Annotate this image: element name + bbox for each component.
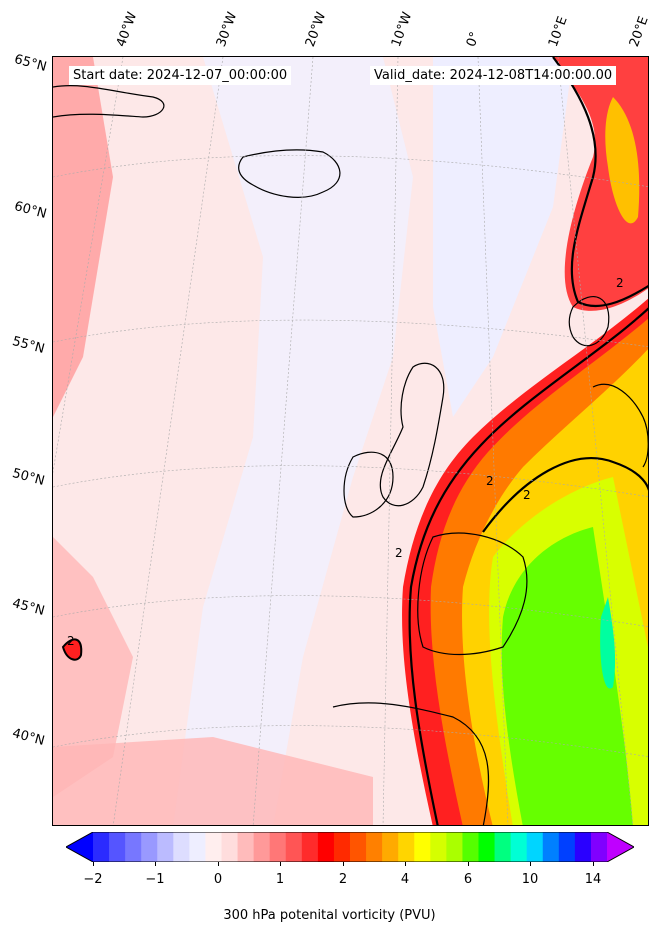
- valid-date-label: Valid_date: 2024-12-08T14:00:00.00: [370, 66, 617, 85]
- colorbar-swatch: [221, 832, 239, 862]
- pv2-contour-trough: [482, 457, 648, 533]
- norway-coastline: [568, 296, 610, 347]
- france-coastline: [417, 532, 528, 656]
- gridline-lon-30w: [112, 57, 224, 825]
- greenland-coastline: [53, 85, 165, 118]
- lat-label-50n: 50°N: [10, 466, 47, 489]
- lat-label-65n: 65°N: [12, 52, 49, 75]
- pv2-contour-main: [408, 307, 648, 825]
- colorbar-extend-max: [607, 832, 634, 862]
- colorbar-tickmark: [155, 862, 156, 866]
- colorbar-swatch: [542, 832, 560, 862]
- lon-label-30w: 30°W: [213, 10, 241, 49]
- colorbar-swatch: [93, 832, 110, 862]
- colorbar-swatch: [333, 832, 351, 862]
- intrusion-core: [501, 527, 633, 825]
- contour-label: 2: [523, 488, 531, 502]
- colorbar-tickmark: [593, 862, 594, 866]
- colorbar: [64, 831, 636, 863]
- lat-label-45n: 45°N: [10, 596, 47, 619]
- high-pv-south: [53, 737, 373, 825]
- colorbar-tickmark: [343, 862, 344, 866]
- colorbar-swatch: [398, 832, 415, 862]
- colorbar-swatch: [109, 832, 126, 862]
- colorbar-tick-label: 1: [275, 872, 285, 887]
- high-pv-northeast-core: [605, 97, 640, 224]
- colorbar-swatch: [189, 832, 206, 862]
- colorbar-swatch: [574, 832, 592, 862]
- colorbar-swatch: [446, 832, 463, 862]
- colorbar-swatch: [494, 832, 512, 862]
- colorbar-swatch: [478, 832, 496, 862]
- lat-label-40n: 40°N: [10, 726, 47, 749]
- colorbar-tickmark: [93, 862, 94, 866]
- contour-label: 2: [67, 634, 75, 648]
- colorbar-tickmark: [530, 862, 531, 866]
- colorbar-swatch: [462, 832, 479, 862]
- colorbar-tick-label: 2: [338, 872, 348, 887]
- colorbar-label: 300 hPa potenital vorticity (PVU): [223, 908, 436, 923]
- contour-label: 2: [395, 546, 403, 560]
- colorbar-swatch: [526, 832, 544, 862]
- high-pv-west: [53, 57, 113, 417]
- contour-label: 2: [486, 474, 494, 488]
- gridline-lon-10w: [382, 57, 399, 825]
- colorbar-tick-label: −1: [145, 872, 165, 887]
- iberia-coastline: [332, 702, 490, 825]
- colorbar-swatch: [558, 832, 576, 862]
- iceland-coastline: [238, 149, 341, 198]
- colorbar-tick-label: 6: [463, 872, 473, 887]
- colorbar-tick-label: 10: [521, 872, 539, 887]
- colorbar-swatch: [253, 832, 271, 862]
- colorbar-swatch: [125, 832, 142, 862]
- high-pv-southwest: [53, 537, 133, 797]
- colorbar-swatch: [173, 832, 190, 862]
- gridline-lon-20w: [252, 57, 314, 825]
- scandinavia-coastline: [592, 383, 648, 468]
- colorbar-swatch: [285, 832, 303, 862]
- colorbar-swatch: [317, 832, 335, 862]
- gridline-lon-0: [477, 57, 509, 825]
- colorbar-extend-min: [66, 832, 93, 862]
- colorbar-swatches: [64, 831, 636, 863]
- colorbar-tickmark: [218, 862, 219, 866]
- map-area: 2 2 2 2 2: [52, 56, 649, 826]
- colorbar-swatch: [366, 832, 383, 862]
- lon-label-40w: 40°W: [113, 10, 141, 49]
- lon-label-10e: 10°E: [545, 14, 571, 50]
- pv2-contour-west-blob: [61, 638, 83, 661]
- gridline-lon-10e: [557, 57, 634, 825]
- lat-label-55n: 55°N: [10, 334, 47, 357]
- colorbar-swatch: [301, 832, 319, 862]
- colorbar-tick-label: −2: [83, 872, 103, 887]
- ireland-coastline: [343, 451, 394, 518]
- colorbar-swatch: [430, 832, 447, 862]
- colorbar-swatch: [141, 832, 158, 862]
- great-britain-coastline: [379, 362, 445, 507]
- start-date-label: Start date: 2024-12-07_00:00:00: [69, 66, 292, 85]
- low-pv-region: [173, 57, 413, 825]
- colorbar-swatch: [237, 832, 255, 862]
- colorbar-swatch: [510, 832, 528, 862]
- lon-label-0: 0°: [463, 29, 484, 49]
- colorbar-swatch: [350, 832, 367, 862]
- colorbar-swatch: [205, 832, 222, 862]
- colorbar-swatch: [414, 832, 431, 862]
- lat-label-60n: 60°N: [12, 199, 49, 222]
- colorbar-tickmark: [280, 862, 281, 866]
- colorbar-swatch: [269, 832, 287, 862]
- colorbar-tick-label: 14: [584, 872, 602, 887]
- colorbar-tick-label: 4: [400, 872, 410, 887]
- lon-label-20w: 20°W: [302, 10, 330, 49]
- lon-label-20e: 20°E: [626, 14, 652, 50]
- colorbar-swatch: [590, 832, 608, 862]
- colorbar-swatch: [157, 832, 174, 862]
- colorbar-swatch: [382, 832, 399, 862]
- lon-label-10w: 10°W: [388, 10, 416, 49]
- pv-field-map: 2 2 2 2 2: [53, 57, 648, 825]
- colorbar-tickmark: [468, 862, 469, 866]
- colorbar-tickmark: [405, 862, 406, 866]
- contour-label: 2: [616, 276, 624, 290]
- colorbar-tick-label: 0: [213, 872, 223, 887]
